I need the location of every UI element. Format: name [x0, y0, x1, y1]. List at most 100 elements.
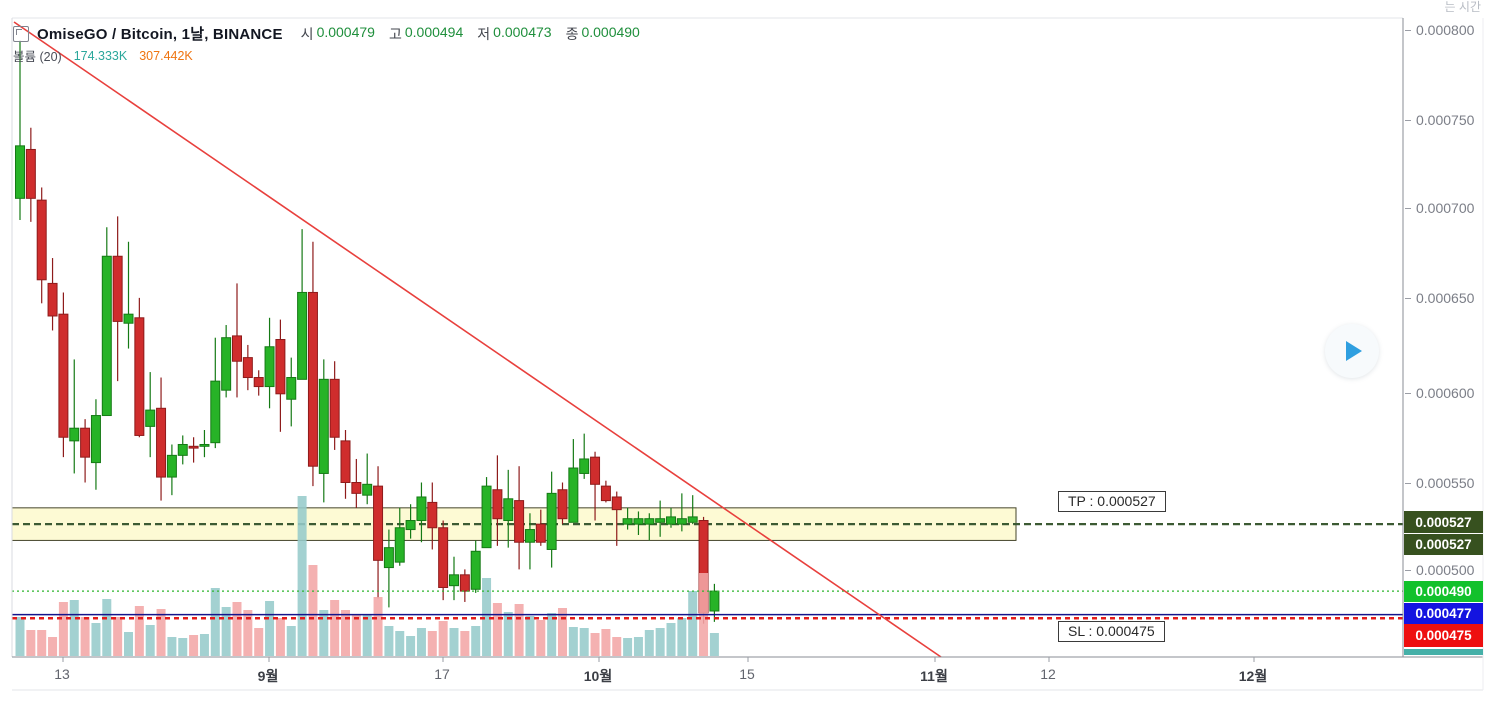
play-icon — [1346, 341, 1362, 361]
candle-body — [145, 409, 156, 427]
stop-loss-label[interactable]: SL : 0.000475 — [1058, 621, 1165, 642]
volume-bar — [612, 637, 622, 656]
volume-bar — [558, 608, 567, 656]
candle-body — [383, 547, 394, 569]
candle-body — [253, 377, 264, 388]
volume-bar — [384, 626, 394, 656]
candle-body — [427, 501, 438, 529]
volume-bar — [601, 629, 611, 656]
candle-body — [557, 489, 568, 520]
candle-body — [90, 415, 101, 464]
time-axis[interactable]: 13 9월 17 10월 15 11월 12 12월 — [0, 658, 1495, 692]
volume-bar — [113, 617, 123, 656]
high-value: 0.000494 — [404, 23, 464, 40]
candle-body — [307, 291, 318, 467]
volume-bar — [449, 628, 459, 656]
volume-bar — [547, 613, 557, 656]
price-tick — [1405, 120, 1411, 121]
candle-body — [492, 489, 503, 520]
volume-bar — [297, 496, 307, 656]
candle-body — [481, 485, 492, 549]
volume-bar — [492, 603, 502, 656]
candle-body — [676, 518, 687, 525]
volume-bar — [351, 614, 361, 656]
volume-bar — [688, 591, 698, 656]
volume-bar — [666, 623, 676, 656]
price-tick — [1405, 483, 1411, 484]
volume-bar — [221, 607, 231, 656]
open-label: 시 — [300, 25, 314, 42]
volume-bar — [156, 609, 166, 656]
volume-bar — [655, 628, 665, 656]
candle-body — [166, 454, 177, 478]
chart-legend: OmiseGO / Bitcoin, 1날, BINANCE 시 0.000479… — [13, 23, 640, 44]
time-axis-label: 12 — [1040, 666, 1056, 682]
volume-bar — [460, 631, 470, 656]
volume-bar — [644, 630, 654, 656]
volume-bar — [536, 620, 546, 656]
candle-body — [362, 483, 373, 496]
time-axis-label: 11월 — [920, 668, 948, 684]
candle-body — [611, 496, 622, 511]
volume-bar — [633, 637, 643, 656]
volume-bar — [438, 621, 448, 656]
volume-indicator-label[interactable]: 볼륨 (20) — [13, 50, 62, 64]
candle-body — [449, 574, 459, 587]
volume-bar — [471, 626, 481, 656]
candle-body — [405, 520, 416, 531]
candle-body — [156, 407, 167, 478]
volume-legend: 볼륨 (20) 174.333K 307.442K — [13, 46, 193, 65]
low-value: 0.000473 — [493, 23, 552, 40]
candle-body — [524, 529, 535, 543]
time-axis-label: 17 — [434, 666, 450, 682]
volume-bar — [15, 617, 25, 656]
volume-bar — [48, 637, 58, 656]
candle-body — [470, 550, 481, 590]
take-profit-label[interactable]: TP : 0.000527 — [1058, 491, 1166, 512]
volume-bar — [102, 599, 112, 656]
volume-bar — [199, 634, 209, 656]
price-badge: 0.000490 — [1404, 581, 1483, 602]
price-axis-label: 0.000600 — [1416, 385, 1475, 401]
volume-bar — [677, 618, 687, 656]
candle-body — [590, 456, 601, 485]
price-axis-label: 0.000500 — [1416, 562, 1475, 578]
volume-bar — [265, 601, 275, 656]
volume-bar — [80, 617, 90, 656]
volume-bar — [308, 565, 318, 656]
price-badge: 0.000477 — [1404, 603, 1483, 624]
candle-body — [579, 458, 590, 474]
candle-body — [622, 518, 633, 525]
price-tick — [1405, 298, 1411, 299]
candle-body — [297, 291, 308, 380]
volume-bar — [373, 597, 383, 656]
symbol-title[interactable]: OmiseGO / Bitcoin, 1날, BINANCE — [37, 26, 283, 43]
candle-body — [47, 282, 58, 317]
volume-bar — [579, 628, 589, 656]
candle-body — [340, 440, 351, 483]
volume-bar — [341, 610, 350, 656]
price-badge: 0.000527 — [1404, 534, 1483, 555]
price-axis[interactable]: 0.000800 0.000750 0.000700 0.000650 0.000600… — [1404, 18, 1484, 658]
symbol-logo-icon[interactable] — [13, 25, 29, 42]
candle-body — [655, 518, 666, 523]
volume-bar — [525, 616, 535, 656]
price-tick — [1405, 30, 1411, 31]
candle-body — [329, 378, 340, 438]
time-axis-label: 15 — [739, 666, 755, 682]
close-value: 0.000490 — [581, 23, 640, 40]
price-axis-label: 0.000800 — [1416, 22, 1475, 38]
high-label: 고 — [388, 25, 402, 42]
volume-bar — [58, 602, 68, 656]
candle-body — [351, 482, 362, 494]
volume-bar — [319, 610, 329, 656]
replay-play-button[interactable] — [1325, 324, 1379, 378]
candle-body — [394, 527, 405, 563]
candle-body — [373, 485, 384, 561]
candle-body — [568, 467, 579, 523]
candle-body — [199, 443, 210, 447]
price-tick — [1405, 570, 1411, 571]
candle-body — [58, 313, 69, 438]
volume-bar — [210, 588, 220, 656]
